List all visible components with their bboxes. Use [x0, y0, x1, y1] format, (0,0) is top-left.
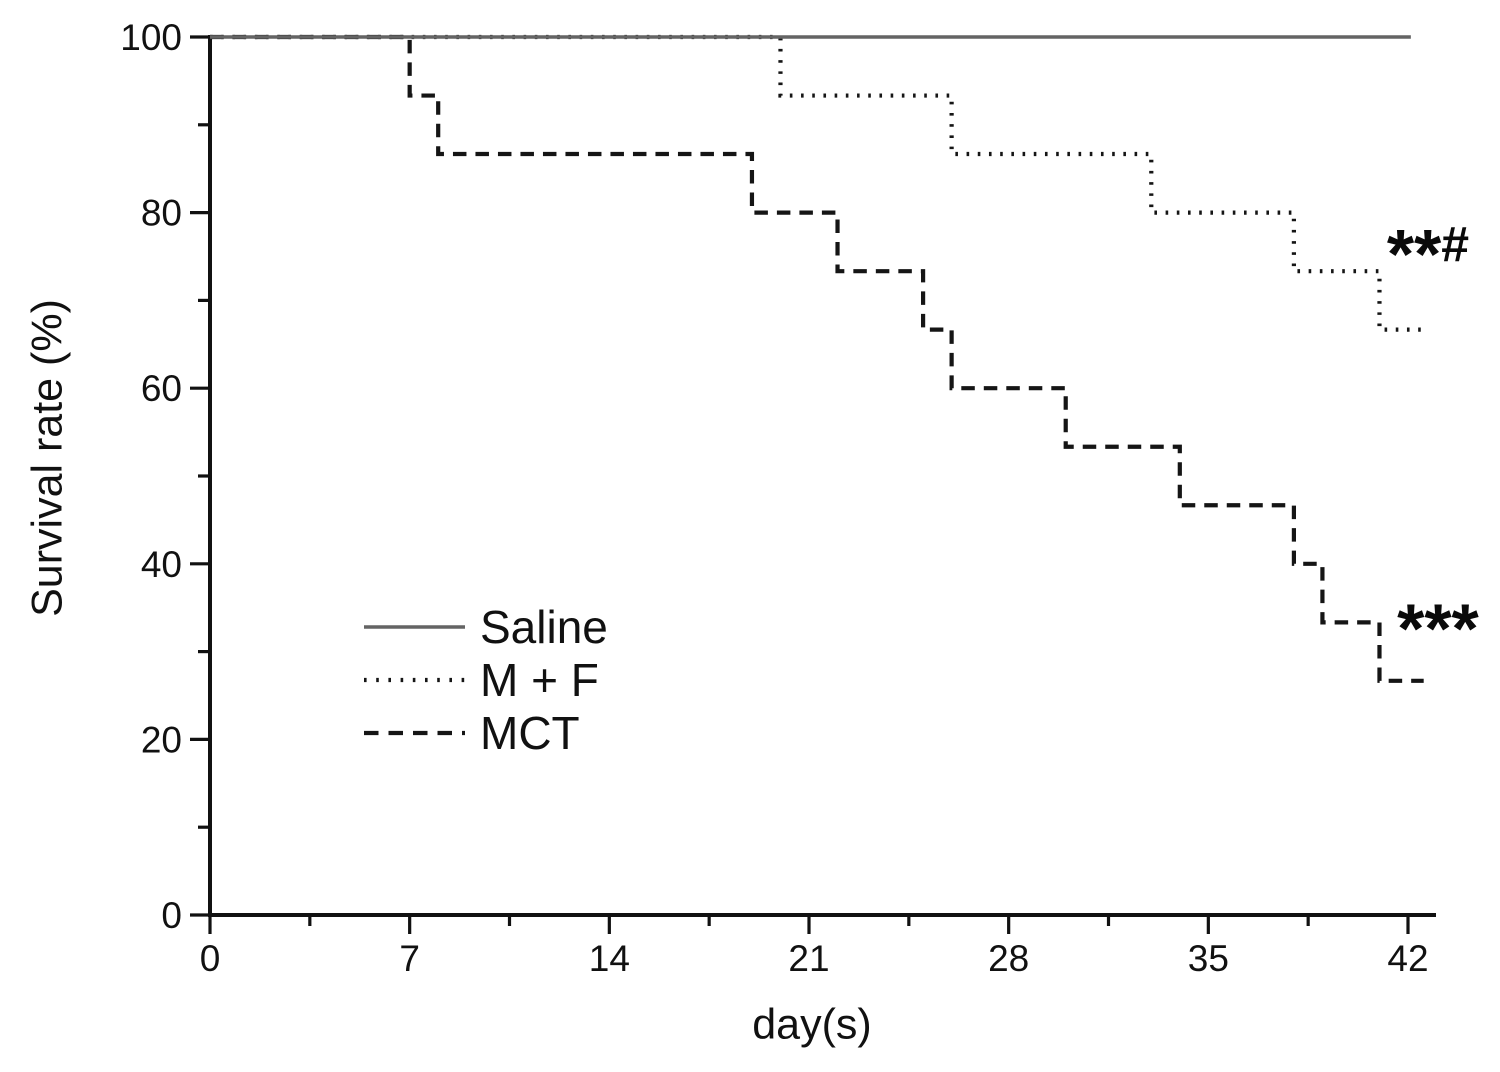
x-tick-label: 21: [788, 938, 829, 979]
y-tick-label: 20: [141, 719, 182, 760]
y-tick-label: 100: [120, 17, 182, 58]
y-tick-label: 60: [141, 368, 182, 409]
x-tick-label: 35: [1188, 938, 1229, 979]
axis-ticks: [190, 35, 1410, 934]
y-axis-title: Survival rate (%): [23, 299, 72, 617]
significance-annotation: ***: [1397, 590, 1479, 668]
m-f-line-sample-icon: [364, 677, 465, 682]
legend-item-m-f: M + F: [363, 653, 608, 706]
x-tick-label: 28: [988, 938, 1029, 979]
axes: [208, 35, 1436, 917]
saline-line-sample-icon: [364, 624, 465, 629]
legend-label-mct: MCT: [480, 706, 580, 759]
legend-label-saline: Saline: [480, 600, 608, 653]
x-tick-label: 14: [589, 938, 630, 979]
mct-curve: [210, 34, 1424, 683]
x-tick-label: 7: [399, 938, 420, 979]
x-axis-title: day(s): [752, 1000, 872, 1049]
x-tick-label: 42: [1387, 938, 1428, 979]
legend-label-m-f: M + F: [480, 653, 599, 706]
y-tick-labels: 0 20 40 60 80 100: [120, 17, 182, 936]
x-tick-label: 0: [200, 938, 221, 979]
mct-line-sample-icon: [364, 730, 465, 735]
y-tick-label: 0: [161, 895, 182, 936]
legend-item-saline: Saline: [363, 600, 608, 653]
legend: Saline M + F MCT: [363, 600, 608, 759]
x-tick-labels: 0 7 14 21 28 35 42: [200, 938, 1429, 979]
significance-annotation: **#: [1387, 215, 1469, 293]
m-f-curve: [210, 34, 1424, 332]
y-tick-label: 40: [141, 544, 182, 585]
y-tick-label: 80: [141, 193, 182, 234]
legend-item-mct: MCT: [363, 706, 608, 759]
